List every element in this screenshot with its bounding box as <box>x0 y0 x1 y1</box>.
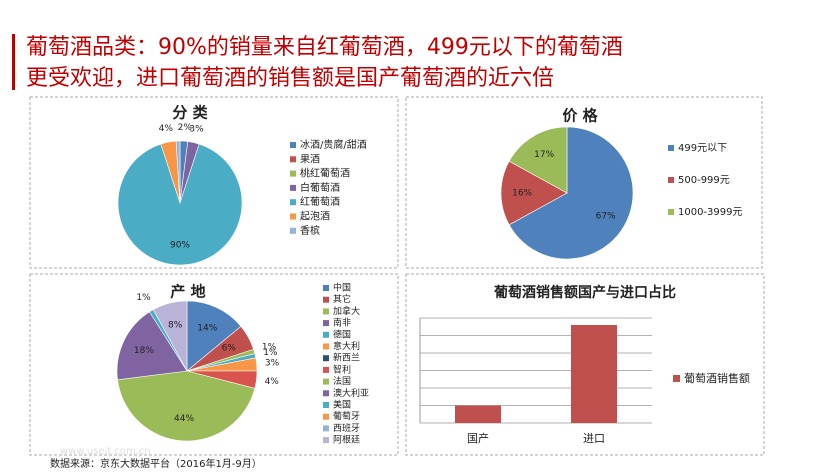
legend-swatch <box>668 145 674 151</box>
legend-swatch <box>323 366 329 373</box>
legend-label: 中国 <box>333 282 351 294</box>
legend-label: 南非 <box>333 317 351 329</box>
data-label: 16% <box>512 189 532 199</box>
legend-swatch <box>323 413 329 420</box>
legend-swatch <box>323 437 329 444</box>
pie-slice <box>116 311 188 381</box>
legend-swatch <box>290 213 296 220</box>
data-label: 18% <box>134 346 154 356</box>
legend-swatch <box>323 425 329 432</box>
pie-slice <box>175 140 181 204</box>
legend-label: 美国 <box>333 399 351 411</box>
panel <box>405 96 763 269</box>
data-label: 14% <box>197 323 217 333</box>
legend-swatch <box>673 375 680 382</box>
source-note: 数据来源：京东大数据平台（2016年1月-9月） <box>50 457 262 470</box>
legend-label: 红葡萄酒 <box>300 195 340 208</box>
legend-swatch <box>290 199 296 206</box>
legend-swatch <box>323 402 329 408</box>
data-label: 4% <box>159 124 174 134</box>
legend-swatch <box>668 177 674 183</box>
legend-label: 加拿大 <box>333 305 360 317</box>
chart-title: 分 类 <box>172 104 208 122</box>
data-label: 4% <box>265 377 280 387</box>
legend-swatch <box>323 331 329 338</box>
pie-slice <box>508 126 634 260</box>
legend-swatch <box>668 209 674 215</box>
pie-slice <box>117 143 243 266</box>
legend-label: 香槟 <box>300 224 320 237</box>
legend-label: 果酒 <box>300 153 320 165</box>
data-label: 1% <box>262 343 277 353</box>
data-label: 6% <box>222 344 237 354</box>
data-label: 2% <box>178 123 193 133</box>
data-label: 67% <box>596 211 616 221</box>
panel <box>29 273 399 456</box>
legend-swatch <box>323 308 329 315</box>
data-label: 1% <box>263 348 278 358</box>
pie-slice <box>117 370 256 442</box>
legend-swatch <box>290 156 296 163</box>
legend-swatch <box>323 355 329 362</box>
bar <box>455 405 501 423</box>
data-label: 8% <box>168 320 183 330</box>
panel <box>405 273 765 456</box>
chart-title: 葡萄酒销售额国产与进口占比 <box>493 284 676 301</box>
legend-label: 冰酒/贵腐/甜酒 <box>300 138 367 151</box>
legend-swatch <box>290 184 296 191</box>
legend-swatch <box>323 378 329 385</box>
legend-label: 智利 <box>333 363 351 375</box>
legend-swatch <box>323 390 329 397</box>
legend-label: 德国 <box>333 328 351 340</box>
data-label: 90% <box>170 241 190 251</box>
legend-label: 澳大利亚 <box>333 387 369 399</box>
data-label: 44% <box>174 414 194 424</box>
x-tick-label: 进口 <box>583 432 605 445</box>
legend-swatch <box>323 320 329 327</box>
legend-swatch <box>323 343 329 350</box>
legend-swatch <box>290 227 296 234</box>
panel <box>29 96 399 269</box>
legend-label: 阿根廷 <box>333 434 360 446</box>
chart-title: 价 格 <box>562 107 598 125</box>
slide-title: 更受欢迎，进口葡萄酒的销售额是国产葡萄酒的近六倍 <box>26 66 554 91</box>
pie-slice <box>508 126 568 194</box>
data-label: 3% <box>265 358 280 368</box>
data-label: 1% <box>136 293 151 303</box>
pie-slice <box>186 300 242 372</box>
chart-title: 产 地 <box>170 283 205 301</box>
legend-label: 葡萄酒销售额 <box>684 371 750 385</box>
legend-swatch <box>323 285 329 291</box>
legend-label: 1000-3999元 <box>678 207 743 218</box>
x-tick-label: 国产 <box>467 431 489 445</box>
slide-title: 葡萄酒品类：90%的销量来自红葡萄酒，499元以下的葡萄酒 <box>26 35 623 60</box>
title-bar <box>12 34 15 90</box>
data-label: 17% <box>534 150 554 160</box>
pie-slice <box>152 300 188 372</box>
bar <box>571 325 617 423</box>
legend-label: 意大利 <box>333 340 360 352</box>
legend-label: 500-999元 <box>678 175 730 186</box>
legend-swatch <box>290 170 296 177</box>
legend-label: 其它 <box>333 293 351 305</box>
legend-label: 葡萄牙 <box>333 410 360 422</box>
legend-label: 起泡酒 <box>300 210 330 223</box>
legend-swatch <box>323 296 329 303</box>
data-label: 3% <box>189 125 204 135</box>
legend-label: 法国 <box>333 375 351 387</box>
legend-label: 白葡萄酒 <box>300 181 340 194</box>
watermark: www.useit.com.cn <box>60 446 151 457</box>
legend-label: 新西兰 <box>333 352 360 364</box>
legend-swatch <box>290 142 296 148</box>
pie-slice <box>500 160 568 226</box>
legend-label: 桃红葡萄酒 <box>300 167 350 180</box>
legend-label: 西班牙 <box>333 422 360 434</box>
legend-label: 499元以下 <box>678 143 727 154</box>
